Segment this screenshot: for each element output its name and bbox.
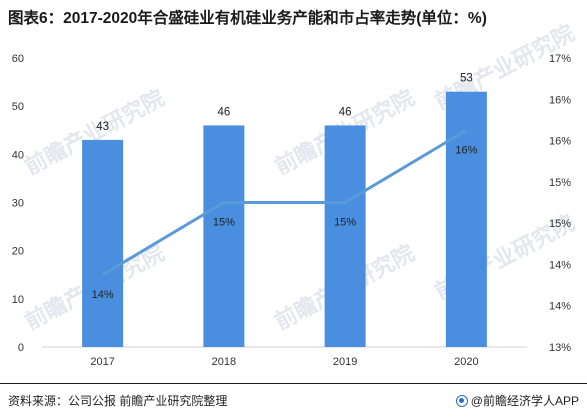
y-right-tick-label: 17% bbox=[549, 53, 571, 65]
bar-value-label: 46 bbox=[217, 106, 230, 118]
y-left-tick-label: 40 bbox=[12, 149, 24, 161]
bar-capacity-2017 bbox=[82, 139, 124, 347]
bar-value-label: 53 bbox=[460, 73, 473, 85]
y-left-tick-label: 10 bbox=[12, 294, 24, 306]
bar-value-label: 43 bbox=[96, 121, 109, 133]
line-value-label: 14% bbox=[92, 289, 114, 301]
source-note: 资料来源：公司公报 前瞻产业研究院整理 bbox=[8, 394, 228, 408]
brand-badge: @前瞻经济学人APP bbox=[455, 392, 579, 409]
share-line-path bbox=[101, 128, 468, 277]
footer-divider bbox=[0, 383, 587, 384]
y-right-tick-label: 16% bbox=[549, 136, 571, 148]
x-tick-label: 2019 bbox=[333, 356, 357, 368]
x-tick-label: 2020 bbox=[454, 356, 478, 368]
bar-capacity-2019 bbox=[324, 125, 366, 347]
axes: 0 10 20 30 40 50 60 13% 14% 14% 15% 15% 16% 16% 17% 201… bbox=[12, 53, 571, 368]
share-line bbox=[101, 128, 468, 277]
y-right-tick-label: 14% bbox=[549, 259, 571, 271]
data-labels: 43 46 46 53 14% 15% 15% 16% bbox=[92, 73, 478, 301]
line-value-label: 16% bbox=[455, 144, 477, 156]
bar-capacity-2018 bbox=[203, 125, 245, 347]
brand-text: @前瞻经济学人APP bbox=[470, 394, 579, 408]
y-right-tick-label: 15% bbox=[549, 218, 571, 230]
line-value-label: 15% bbox=[334, 217, 356, 229]
x-tick-label: 2017 bbox=[90, 356, 114, 368]
y-right-tick-label: 16% bbox=[549, 94, 571, 106]
bars bbox=[82, 91, 487, 347]
y-left-tick-label: 30 bbox=[12, 198, 24, 210]
y-right-tick-label: 15% bbox=[549, 177, 571, 189]
y-left-tick-label: 0 bbox=[18, 342, 24, 354]
bar-capacity-2020 bbox=[445, 91, 487, 347]
y-left-tick-label: 60 bbox=[12, 53, 24, 65]
line-value-label: 15% bbox=[213, 217, 235, 229]
brand-logo-icon bbox=[455, 394, 468, 407]
y-right-tick-label: 14% bbox=[549, 301, 571, 313]
y-left-tick-label: 20 bbox=[12, 246, 24, 258]
x-tick-label: 2018 bbox=[212, 356, 236, 368]
chart-title: 图表6：2017-2020年合盛硅业有机硅业务产能和市占率走势(单位：%) bbox=[8, 10, 487, 27]
y-right-tick-label: 13% bbox=[549, 342, 571, 354]
y-left-tick-label: 50 bbox=[12, 101, 24, 113]
bar-value-label: 46 bbox=[339, 106, 352, 118]
